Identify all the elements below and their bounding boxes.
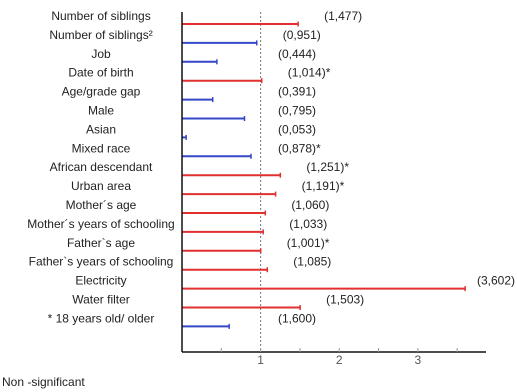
category-label: * 18 years old/ older bbox=[48, 311, 155, 325]
category-label: Mother´s age bbox=[66, 198, 137, 212]
category-label: Water filter bbox=[72, 293, 130, 307]
category-label: Number of siblings² bbox=[49, 28, 152, 42]
value-label: (1,060) bbox=[291, 198, 329, 212]
category-label: African descendant bbox=[50, 160, 153, 174]
value-label: (1,503) bbox=[326, 293, 364, 307]
value-label: (3,602) bbox=[477, 274, 515, 288]
category-label: Job bbox=[91, 47, 111, 61]
category-label: Age/grade gap bbox=[62, 85, 141, 99]
category-label: Electricity bbox=[75, 274, 126, 288]
category-label: Male bbox=[88, 104, 114, 118]
category-label: Mixed race bbox=[72, 141, 131, 155]
category-label: Urban area bbox=[71, 179, 131, 193]
value-label: (0,391) bbox=[278, 85, 316, 99]
category-label: Mother´s years of schooling bbox=[27, 217, 174, 231]
value-label: (1,085) bbox=[293, 255, 331, 269]
value-label: (1,477) bbox=[324, 9, 362, 23]
category-label: Father`s age bbox=[67, 236, 135, 250]
value-label: (0,053) bbox=[278, 122, 316, 136]
value-label: (1,001)* bbox=[287, 236, 330, 250]
x-tick-label: 1 bbox=[257, 353, 264, 367]
bars bbox=[182, 21, 466, 329]
value-label: (1,191)* bbox=[302, 179, 345, 193]
value-label: (0,444) bbox=[278, 47, 316, 61]
value-label: (1,014)* bbox=[288, 66, 331, 80]
x-tick-label: 2 bbox=[336, 353, 343, 367]
value-label: (1,033) bbox=[289, 217, 327, 231]
value-labels: (1,477)(0,951) (0,444) (1,014)* (0,391) (0,7… bbox=[278, 9, 515, 325]
category-label: Father`s years of schooling bbox=[29, 255, 174, 269]
value-label: (0,795) bbox=[278, 104, 316, 118]
x-tick-label: 3 bbox=[414, 353, 421, 367]
value-label: (1,251)* bbox=[306, 160, 349, 174]
category-label: Number of siblings bbox=[51, 9, 150, 23]
value-label: (0,878)* bbox=[278, 141, 321, 155]
category-labels: Number of siblings Number of siblings² Job… bbox=[27, 9, 174, 325]
footnote: Non -significant bbox=[2, 375, 85, 389]
value-label: (0,951) bbox=[283, 28, 321, 42]
category-label: Date of birth bbox=[68, 66, 133, 80]
axes bbox=[181, 12, 486, 353]
value-label: (1,600) bbox=[278, 311, 316, 325]
tick-labels: 1 2 3 bbox=[257, 353, 421, 367]
category-label: Asian bbox=[86, 122, 116, 136]
